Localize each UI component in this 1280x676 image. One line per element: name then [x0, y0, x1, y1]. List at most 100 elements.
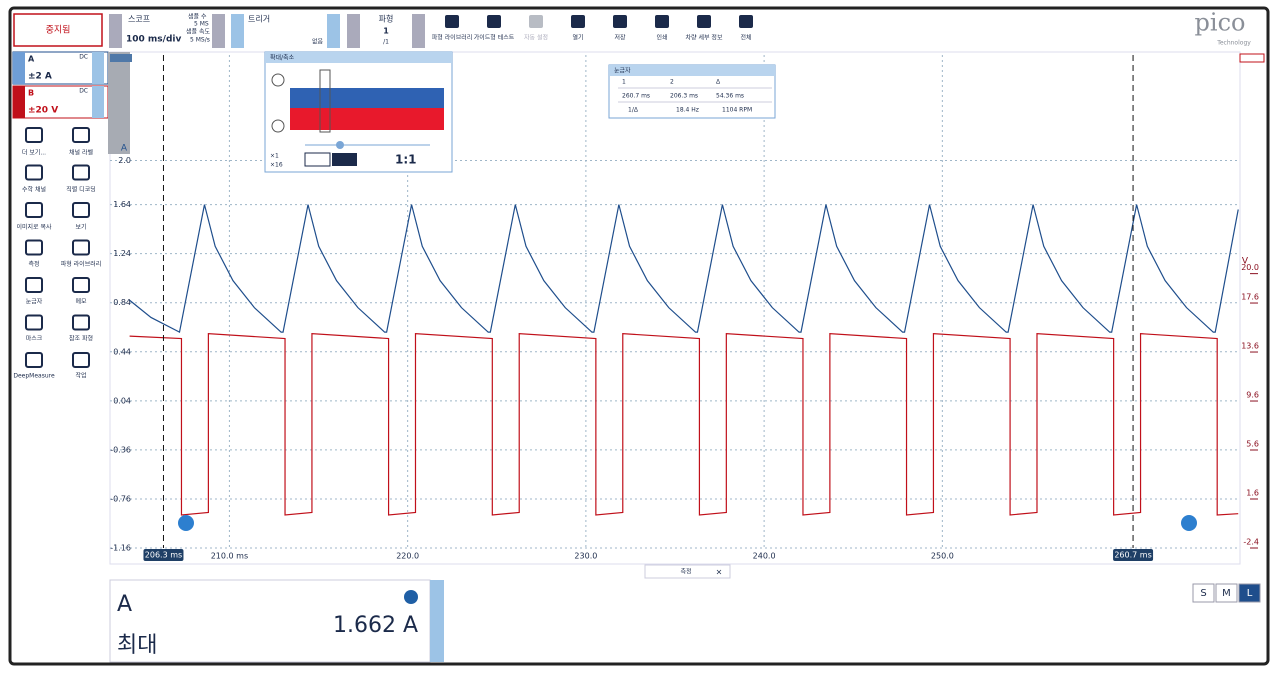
settings[interactable]: [404, 590, 418, 604]
minus[interactable]: [231, 14, 244, 48]
icon[interactable]: [25, 239, 43, 256]
zoom-out[interactable]: [271, 119, 285, 133]
value: 없음: [312, 38, 324, 46]
icon[interactable]: [25, 127, 43, 143]
icon[interactable]: [487, 15, 501, 28]
size-label: S: [1200, 588, 1206, 599]
button-label: 열기: [572, 34, 583, 42]
scroll-right[interactable]: [1181, 515, 1197, 531]
icon[interactable]: [613, 15, 627, 28]
panel-bar[interactable]: [430, 580, 444, 662]
stop-button[interactable]: [13, 13, 103, 47]
minus[interactable]: [347, 14, 360, 48]
plot: 2.0 1.64 1.24 0.84 0.44 0.04 -0.36 -0.76 -1.16 20…: [110, 55, 1259, 561]
toolbar-buttons: 파형 라이브러리 가이드형 테스트 자동 설정 열기 저장 인쇄 차량 세부 정보 전체: [432, 15, 753, 42]
button-label: 인쇄: [656, 34, 667, 42]
tab-close[interactable]: ×: [716, 568, 723, 577]
icon[interactable]: [72, 277, 90, 293]
icon[interactable]: [72, 202, 90, 218]
tool-label: DeepMeasure: [13, 373, 55, 380]
icon[interactable]: [697, 15, 711, 28]
axis-handle-cap: [110, 54, 132, 62]
measurement-panel: [109, 579, 431, 663]
value: 1: [383, 27, 389, 36]
icon[interactable]: [739, 15, 753, 28]
tab-label: 측정: [680, 568, 691, 576]
plot-area: [109, 51, 1241, 565]
y2-tick-label: 17.6: [1241, 293, 1259, 302]
icon[interactable]: [25, 164, 43, 181]
button-label: 차량 세부 정보: [686, 34, 723, 42]
cursor-tag[interactable]: [1113, 549, 1154, 561]
pan-tool[interactable]: [332, 153, 357, 166]
size-button[interactable]: [1215, 583, 1238, 603]
y-tick-label: -1.16: [110, 544, 131, 553]
timebase: 100 ms/div: [126, 35, 181, 45]
icon[interactable]: [72, 164, 90, 181]
size-button[interactable]: [1238, 583, 1261, 603]
ruler-cell: 206.3 ms: [670, 93, 698, 100]
tool-label: 더 보기...: [22, 149, 46, 157]
measure-kind: 최대: [117, 633, 157, 658]
axis-handle[interactable]: [108, 52, 130, 154]
plus[interactable]: [212, 14, 225, 48]
plus[interactable]: [92, 86, 104, 118]
tool-label: 수학 채널: [22, 186, 46, 194]
tool-label: 눈금자: [26, 297, 43, 305]
ruler-head: 2: [670, 79, 674, 86]
icon[interactable]: [25, 352, 43, 368]
label: 스코프: [128, 15, 150, 24]
zoom-in[interactable]: [271, 73, 285, 87]
y2-tick-label: 5.6: [1246, 440, 1259, 449]
size-button[interactable]: [1192, 583, 1215, 603]
logo: pico: [1195, 9, 1246, 37]
icon[interactable]: [445, 15, 459, 28]
cursor-label: 206.3 ms: [145, 551, 182, 560]
tool-label: 보기: [75, 223, 86, 231]
tool-label: 참조 파형: [69, 335, 93, 343]
zoom-level: ×1: [270, 153, 279, 160]
zoom-title: 확대/축소: [270, 54, 295, 62]
value: 5 MS: [194, 21, 209, 28]
icon[interactable]: [72, 314, 90, 331]
ruler-head: 1: [622, 79, 626, 86]
y-tick-label: 1.24: [113, 249, 131, 258]
overview-window[interactable]: [319, 69, 331, 133]
cursor-label: 260.7 ms: [1114, 551, 1151, 560]
plus[interactable]: [327, 14, 340, 48]
cursor-tag[interactable]: [143, 549, 184, 561]
ruler-cell: 1104 RPM: [722, 107, 752, 114]
label: 샘플 수: [188, 13, 207, 21]
button-label: 저장: [614, 34, 626, 42]
icon[interactable]: [25, 314, 43, 331]
coupling: DC: [79, 54, 88, 61]
icon[interactable]: [72, 127, 90, 143]
icon[interactable]: [655, 15, 669, 28]
ruler-table: 1 2 Δ 260.7 ms 206.3 ms 54.36 ms 1/Δ 18.4 Hz 110…: [618, 79, 772, 114]
tool-label: 작업: [75, 372, 86, 380]
ruler-cell: 1/Δ: [628, 107, 639, 114]
icon[interactable]: [571, 15, 585, 28]
y-tick-label: 2.0: [118, 156, 131, 165]
icon[interactable]: [529, 15, 543, 28]
y-axis-unit: A: [121, 144, 128, 154]
icon[interactable]: [25, 277, 43, 293]
label: 트리거: [248, 15, 270, 24]
icon[interactable]: [72, 239, 90, 256]
ruler-header: [609, 65, 775, 76]
reset-zoom[interactable]: 1:1: [395, 153, 417, 167]
plus[interactable]: [412, 14, 425, 48]
plus[interactable]: [92, 52, 104, 84]
channel-b-bar: [13, 86, 25, 118]
minus[interactable]: [109, 14, 122, 48]
size-label: L: [1247, 588, 1253, 599]
zoom-tool[interactable]: [304, 152, 331, 167]
scroll-left[interactable]: [178, 515, 194, 531]
button-label: 가이드형 테스트: [474, 34, 515, 42]
y-tick-label: 1.64: [113, 200, 131, 209]
measure-tab[interactable]: [644, 564, 731, 579]
icon[interactable]: [25, 202, 43, 218]
icon[interactable]: [72, 352, 90, 368]
slider-thumb[interactable]: [336, 141, 344, 149]
tool-label: 채널 라벨: [69, 149, 93, 157]
